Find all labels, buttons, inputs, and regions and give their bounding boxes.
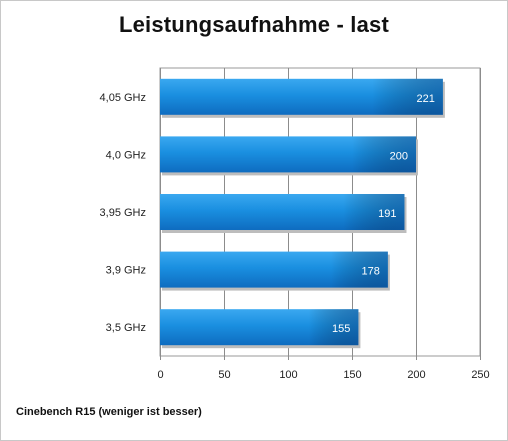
x-tick-label: 200 (407, 369, 425, 381)
value-label: 155 (332, 323, 350, 335)
value-label: 191 (378, 208, 396, 220)
bar-shade (160, 136, 416, 173)
bar-shade (160, 251, 388, 288)
x-tick-label: 0 (157, 369, 163, 381)
bar-shade (160, 194, 405, 230)
category-label: 4,0 GHz (106, 149, 146, 161)
value-label: 178 (361, 266, 379, 278)
category-label: 4,05 GHz (100, 92, 146, 104)
bar-shade (160, 309, 359, 346)
bars (160, 78, 445, 349)
x-tick-label: 150 (343, 369, 361, 381)
category-label: 3,95 GHz (100, 207, 146, 219)
chart-footnote: Cinebench R15 (weniger ist besser) (16, 406, 202, 418)
chart-title: Leistungsaufnahme - last (118, 12, 390, 37)
value-label: 221 (417, 93, 435, 105)
x-tick-label: 100 (279, 369, 297, 381)
value-label: 200 (390, 150, 408, 162)
category-label: 3,9 GHz (106, 265, 146, 277)
x-tick-label: 50 (218, 369, 230, 381)
bar-shade (160, 78, 443, 115)
category-label: 3,5 GHz (106, 322, 146, 334)
x-tick-label: 250 (471, 369, 489, 381)
labels: 0 50 100 150 200 250 4,05 GHz 221 4,0 GHz 200 3,95… (100, 92, 490, 381)
